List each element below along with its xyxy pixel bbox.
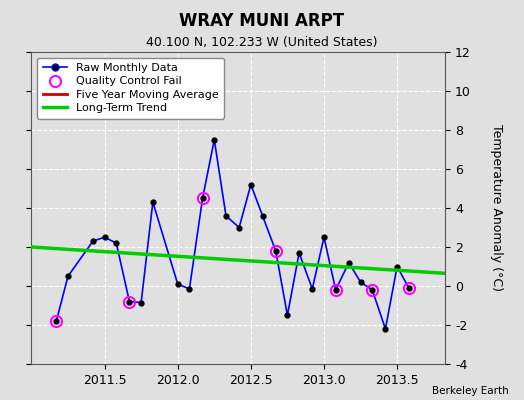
Text: 40.100 N, 102.233 W (United States): 40.100 N, 102.233 W (United States) bbox=[146, 36, 378, 49]
Text: WRAY MUNI ARPT: WRAY MUNI ARPT bbox=[179, 12, 345, 30]
Text: Berkeley Earth: Berkeley Earth bbox=[432, 386, 508, 396]
Legend: Raw Monthly Data, Quality Control Fail, Five Year Moving Average, Long-Term Tren: Raw Monthly Data, Quality Control Fail, … bbox=[37, 58, 224, 119]
Y-axis label: Temperature Anomaly (°C): Temperature Anomaly (°C) bbox=[490, 124, 504, 292]
